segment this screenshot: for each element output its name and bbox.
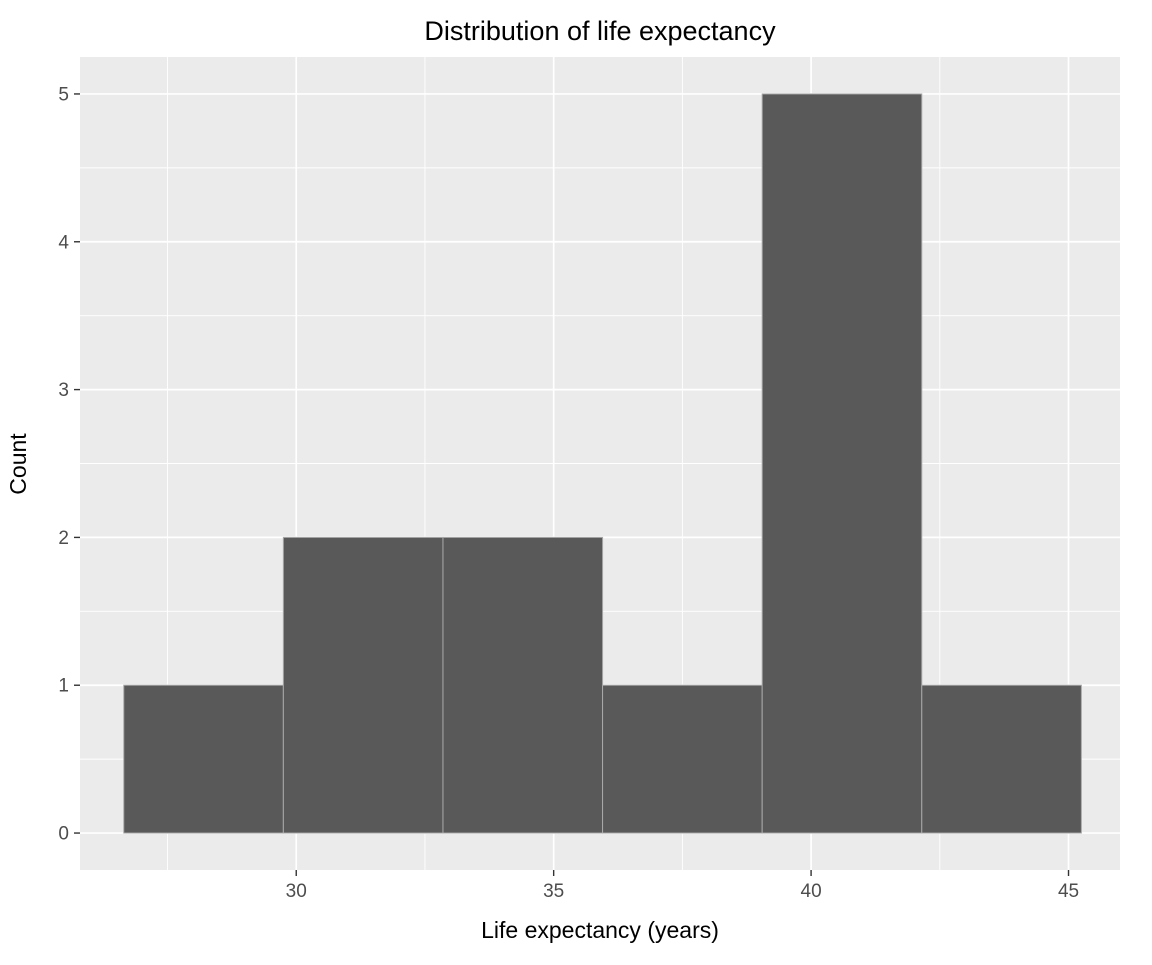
- x-axis-tick-label: 35: [543, 881, 564, 902]
- y-axis-tick-label: 3: [58, 380, 69, 401]
- y-axis-tick-label: 1: [58, 676, 69, 697]
- histogram-bar: [761, 93, 923, 834]
- x-axis-tick-label: 30: [286, 881, 307, 902]
- histogram-bar: [921, 684, 1082, 834]
- y-axis-tick-label: 5: [58, 84, 69, 105]
- histogram-bar: [602, 684, 763, 834]
- y-axis-tick-label: 4: [58, 232, 69, 253]
- y-axis-tick-label: 2: [58, 528, 69, 549]
- y-axis-title: Count: [5, 433, 31, 495]
- x-axis-tick-label: 40: [801, 881, 822, 902]
- chart-title: Distribution of life expectancy: [424, 16, 776, 46]
- histogram-bar: [442, 536, 604, 834]
- histogram-bar: [282, 536, 444, 834]
- histogram-bar: [123, 684, 284, 834]
- x-axis-tick-label: 45: [1058, 881, 1079, 902]
- x-axis-title: Life expectancy (years): [481, 917, 719, 943]
- y-axis-tick-label: 0: [58, 824, 69, 845]
